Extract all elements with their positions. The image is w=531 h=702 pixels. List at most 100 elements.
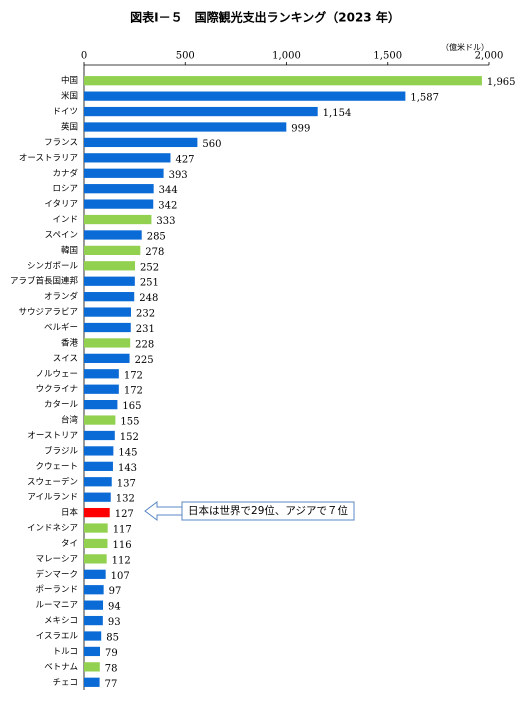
bar (84, 184, 154, 194)
y-tick-label: ウクライナ (36, 385, 78, 395)
y-tick-label: アイルランド (27, 493, 78, 503)
bar (84, 322, 131, 333)
value-label: 333 (156, 216, 175, 227)
y-tick-label: ドイツ (52, 107, 78, 117)
y-tick-label: チェコ (52, 678, 78, 688)
bar (84, 477, 112, 487)
bar (84, 153, 171, 163)
chart-title: 図表Ⅰ－５ 国際観光支出ランキング（2023 年） (130, 10, 400, 25)
y-tick-label: サウジアラビア (18, 308, 78, 318)
value-label: 560 (202, 139, 221, 150)
bar (84, 292, 135, 302)
bar (84, 91, 406, 101)
value-label: 172 (124, 386, 143, 397)
bar (84, 646, 100, 657)
value-label: 116 (112, 540, 131, 551)
value-label: 94 (108, 602, 121, 613)
value-label: 1,154 (323, 108, 352, 119)
bar (84, 569, 106, 579)
y-tick-label: メキシコ (44, 616, 78, 626)
y-tick-label: 英国 (61, 121, 78, 132)
bar (84, 106, 318, 117)
y-tick-label: スペイン (45, 230, 78, 240)
value-label: 165 (122, 401, 141, 412)
value-label: 252 (140, 262, 159, 273)
value-label: 999 (291, 123, 310, 134)
y-tick-label: オーストリア (27, 431, 78, 441)
y-tick-label: ポーランド (35, 585, 78, 595)
value-label: 97 (109, 586, 122, 597)
annotation-text: 日本は世界で29位、アジアで７位 (188, 504, 348, 517)
bar (84, 122, 287, 132)
value-label: 127 (115, 509, 134, 520)
value-label: 228 (135, 339, 154, 350)
value-label: 93 (108, 617, 121, 628)
bar (84, 230, 142, 240)
unit-label: （億米ドル） (441, 42, 489, 52)
value-label: 78 (105, 663, 118, 674)
y-tick-label: タイ (61, 539, 78, 549)
value-label: 1,965 (487, 77, 516, 88)
bar (84, 245, 141, 256)
annotation-arrow (144, 501, 183, 521)
bar (84, 677, 100, 687)
y-tick-label: イスラエル (36, 632, 79, 642)
value-label: 107 (111, 571, 130, 582)
bar (84, 415, 116, 425)
y-tick-label: ブラジル (44, 445, 78, 456)
value-label: 344 (159, 185, 178, 196)
bar (84, 214, 152, 225)
value-label: 79 (105, 648, 118, 659)
value-label: 145 (118, 447, 137, 458)
y-tick-label: インドネシア (27, 524, 78, 534)
bar (84, 615, 103, 626)
y-tick-label: マレーシア (36, 554, 78, 564)
y-tick-label: クウェート (35, 462, 78, 472)
bar (84, 307, 131, 317)
x-tick-label: 500 (176, 51, 195, 62)
y-tick-label: カタール (44, 400, 79, 410)
bar (84, 137, 198, 148)
bar (84, 461, 113, 471)
y-tick-label: 米国 (61, 91, 78, 102)
y-tick-label: 台湾 (61, 415, 79, 426)
bar (84, 507, 110, 518)
y-tick-label: カナダ (52, 168, 78, 179)
y-tick-label: オーストラリア (19, 153, 78, 163)
bar (84, 261, 136, 271)
value-label: 77 (105, 679, 118, 690)
y-tick-label: 韓国 (61, 245, 78, 256)
value-label: 137 (117, 478, 136, 489)
bar (84, 338, 131, 348)
annotation-box (181, 501, 355, 521)
y-tick-label: インド (52, 215, 78, 225)
x-tick-label: 1,000 (272, 51, 301, 62)
y-tick-label: ベトナム (44, 662, 78, 672)
value-label: 152 (120, 432, 139, 443)
value-label: 117 (113, 525, 132, 536)
value-label: 232 (136, 309, 155, 320)
value-label: 231 (136, 324, 155, 335)
y-tick-label: トルコ (53, 647, 78, 657)
y-tick-label: デンマーク (35, 569, 78, 580)
y-tick-label: イタリア (44, 200, 78, 210)
value-label: 278 (145, 247, 164, 258)
bar (84, 353, 130, 363)
bar (84, 369, 119, 379)
value-label: 155 (120, 417, 139, 428)
x-tick-label: 1,500 (373, 51, 402, 62)
bar (84, 400, 118, 410)
annotation: 日本は世界で29位、アジアで７位 (144, 501, 355, 521)
y-tick-label: フランス (44, 138, 78, 148)
bar (84, 523, 108, 533)
bar (84, 276, 135, 286)
y-tick-label: 中国 (61, 75, 78, 86)
x-tick-label: 0 (81, 51, 87, 62)
x-tick-label: 2,000 (475, 51, 504, 62)
bar (84, 384, 119, 394)
bar (84, 600, 104, 610)
value-label: 251 (140, 278, 159, 289)
value-label: 112 (112, 555, 131, 566)
value-label: 1,587 (410, 93, 439, 104)
